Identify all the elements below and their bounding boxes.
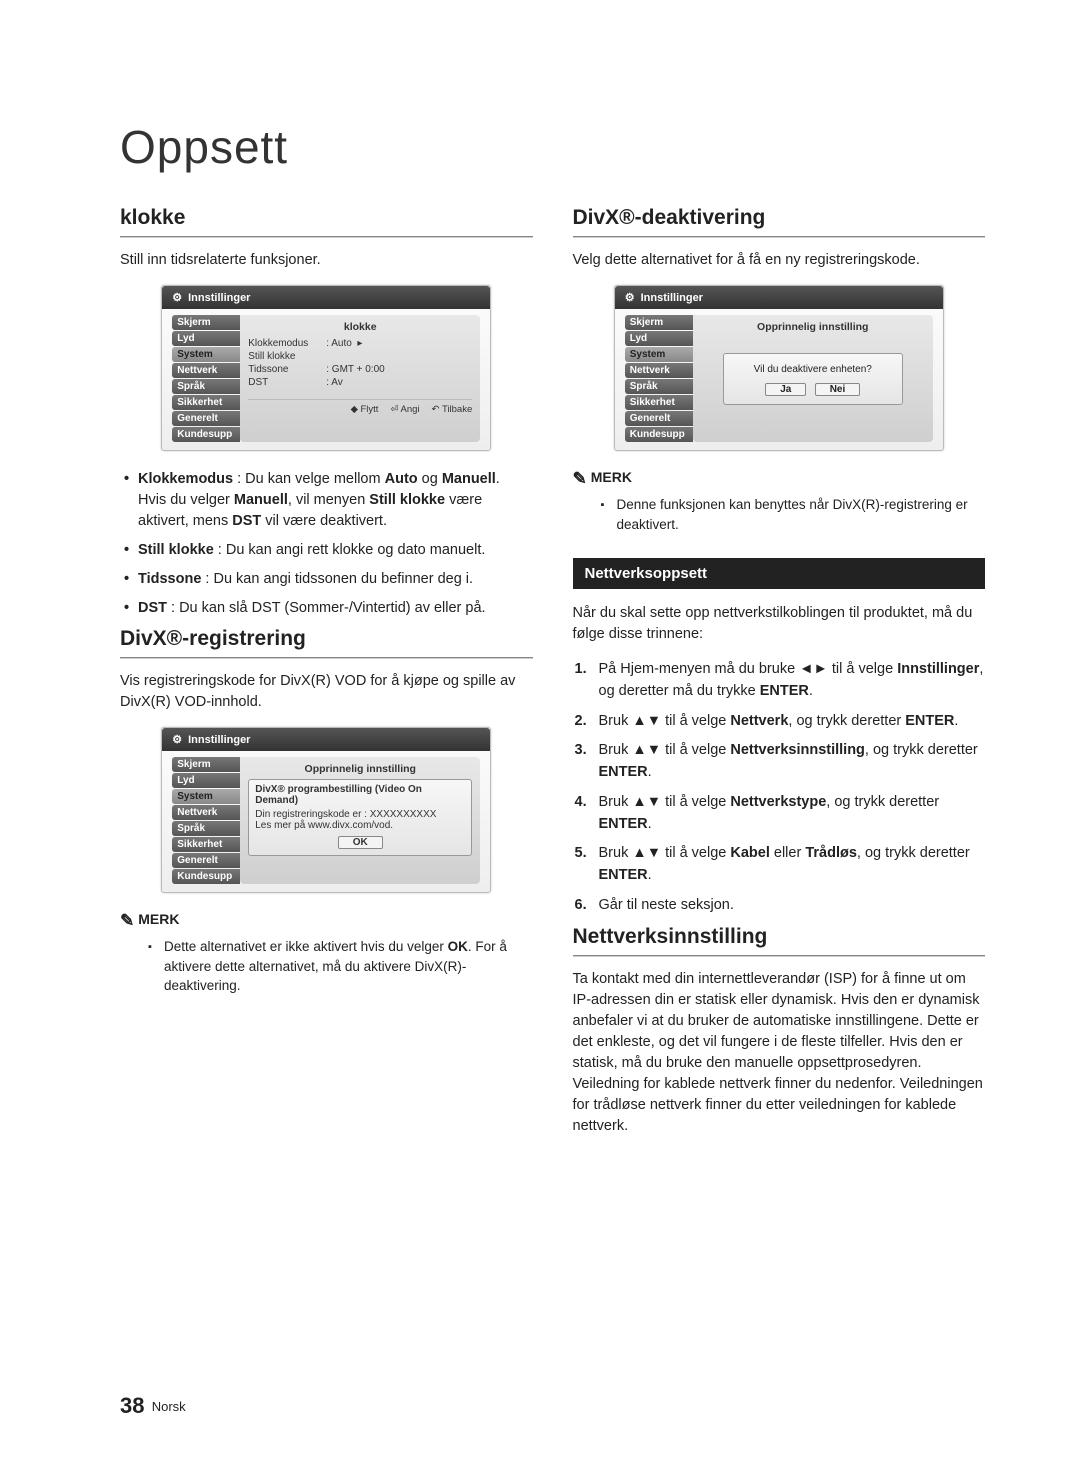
settings-row[interactable]: DST: Av xyxy=(248,376,472,389)
ui-title: Innstillinger xyxy=(188,734,250,746)
sidebar-tab-kundesupport[interactable]: Kundesupp xyxy=(172,427,240,442)
list-item: Bruk ▲▼ til å velge Nettverkstype, og tr… xyxy=(573,792,986,836)
page-footer: 38 Norsk xyxy=(120,1393,186,1419)
sidebar-tab-nettverk[interactable]: Nettverk xyxy=(172,805,240,820)
list-item: DST : Du kan slå DST (Sommer-/Vintertid)… xyxy=(120,598,533,619)
settings-row[interactable]: Still klokke xyxy=(248,350,472,363)
list-item: Bruk ▲▼ til å velge Kabel eller Trådløs,… xyxy=(573,843,986,887)
sidebar-tab-generelt[interactable]: Generelt xyxy=(172,411,240,426)
note-heading: ✎MERK xyxy=(120,911,533,931)
sidebar-tab-sikkerhet[interactable]: Sikkerhet xyxy=(172,395,240,410)
sidebar-tab-språk[interactable]: Språk xyxy=(172,821,240,836)
divxdeakt-intro: Velg dette alternativet for å få en ny r… xyxy=(573,250,986,271)
sidebar-tab-språk[interactable]: Språk xyxy=(172,379,240,394)
panel-title: klokke xyxy=(248,321,472,333)
settings-ui-divxreg: ⚙ Innstillinger SkjermLydSystemNettverkSp… xyxy=(161,727,491,893)
list-item: Går til neste seksjon. xyxy=(573,895,986,917)
sidebar-tab-skjerm[interactable]: Skjerm xyxy=(172,757,240,772)
divx-popup: DivX® programbestilling (Video On Demand… xyxy=(248,779,472,856)
sidebar-tab-generelt[interactable]: Generelt xyxy=(625,411,693,426)
gear-icon: ⚙ xyxy=(172,734,182,746)
sidebar-tab-sikkerhet[interactable]: Sikkerhet xyxy=(625,395,693,410)
sidebar-tab-sikkerhet[interactable]: Sikkerhet xyxy=(172,837,240,852)
sidebar-tab-lyd[interactable]: Lyd xyxy=(172,331,240,346)
sidebar: SkjermLydSystemNettverkSpråkSikkerhetGen… xyxy=(625,315,693,442)
note-icon: ✎ xyxy=(120,911,134,930)
popup-title: DivX® programbestilling (Video On Demand… xyxy=(255,784,465,806)
page-number: 38 xyxy=(120,1393,144,1418)
ok-button[interactable]: OK xyxy=(338,836,383,849)
hint: ⏎ Angi xyxy=(390,404,419,415)
no-button[interactable]: Nei xyxy=(815,383,861,396)
sidebar-tab-generelt[interactable]: Generelt xyxy=(172,853,240,868)
yes-button[interactable]: Ja xyxy=(765,383,806,396)
steps-list: På Hjem-menyen må du bruke ◄► til å velg… xyxy=(573,659,986,917)
sidebar-tab-kundesupport[interactable]: Kundesupp xyxy=(172,869,240,884)
sidebar: SkjermLydSystemNettverkSpråkSikkerhetGen… xyxy=(172,315,240,442)
panel-title: Opprinnelig innstilling xyxy=(248,763,472,775)
ui-title: Innstillinger xyxy=(641,292,703,304)
sidebar-tab-nettverk[interactable]: Nettverk xyxy=(172,363,240,378)
sidebar-tab-språk[interactable]: Språk xyxy=(625,379,693,394)
sidebar-tab-kundesupport[interactable]: Kundesupp xyxy=(625,427,693,442)
settings-ui-klokke: ⚙ Innstillinger SkjermLydSystemNettverkSp… xyxy=(161,285,491,451)
dialog-question: Vil du deaktivere enheten? xyxy=(732,364,894,375)
list-item: Tidssone : Du kan angi tidssonen du befi… xyxy=(120,569,533,590)
hint: ↶ Tilbake xyxy=(432,404,473,415)
settings-row[interactable]: Tidssone: GMT + 0:00 xyxy=(248,363,472,376)
sidebar-tab-lyd[interactable]: Lyd xyxy=(172,773,240,788)
note-heading: ✎MERK xyxy=(573,469,986,489)
list-item: Bruk ▲▼ til å velge Nettverksinnstilling… xyxy=(573,740,986,784)
sidebar-tab-system[interactable]: System xyxy=(172,789,240,804)
panel-title: Opprinnelig innstilling xyxy=(701,321,925,333)
popup-line: Les mer på www.divx.com/vod. xyxy=(255,820,465,831)
list-item: Still klokke : Du kan angi rett klokke o… xyxy=(120,540,533,561)
sidebar-tab-system[interactable]: System xyxy=(625,347,693,362)
gear-icon: ⚙ xyxy=(625,292,635,304)
note-list: Dette alternativet er ikke aktivert hvis… xyxy=(120,937,533,996)
list-item: Bruk ▲▼ til å velge Nettverk, og trykk d… xyxy=(573,711,986,733)
ui-title: Innstillinger xyxy=(188,292,250,304)
right-column: DivX®-deaktivering Velg dette alternativ… xyxy=(573,202,986,1151)
list-item: Klokkemodus : Du kan velge mellom Auto o… xyxy=(120,469,533,532)
nett-intro: Når du skal sette opp nettverkstilkoblin… xyxy=(573,603,986,645)
sidebar-tab-nettverk[interactable]: Nettverk xyxy=(625,363,693,378)
note-icon: ✎ xyxy=(573,469,587,488)
settings-ui-divxdeakt: ⚙ Innstillinger SkjermLydSystemNettverkSp… xyxy=(614,285,944,451)
list-item: På Hjem-menyen må du bruke ◄► til å velg… xyxy=(573,659,986,703)
page-language: Norsk xyxy=(152,1399,186,1414)
hint: ◆ Flytt xyxy=(351,404,379,415)
klokke-bullets: Klokkemodus : Du kan velge mellom Auto o… xyxy=(120,469,533,619)
divxreg-heading: DivX®-registrering xyxy=(120,627,533,651)
sidebar-tab-lyd[interactable]: Lyd xyxy=(625,331,693,346)
settings-row[interactable]: Klokkemodus: Auto ▸ xyxy=(248,337,472,350)
section-band: Nettverksoppsett xyxy=(573,558,986,589)
sidebar-tab-skjerm[interactable]: Skjerm xyxy=(172,315,240,330)
nettinst-heading: Nettverksinnstilling xyxy=(573,925,986,949)
sidebar-tab-skjerm[interactable]: Skjerm xyxy=(625,315,693,330)
sidebar-tab-system[interactable]: System xyxy=(172,347,240,362)
list-item: Denne funksjonen kan benyttes når DivX(R… xyxy=(601,495,986,534)
popup-line: Din registreringskode er : XXXXXXXXXX xyxy=(255,809,465,820)
divxdeakt-heading: DivX®-deaktivering xyxy=(573,206,986,230)
confirm-dialog: Vil du deaktivere enheten? Ja Nei xyxy=(723,353,903,405)
klokke-intro: Still inn tidsrelaterte funksjoner. xyxy=(120,250,533,271)
note-list: Denne funksjonen kan benyttes når DivX(R… xyxy=(573,495,986,534)
page-title: Oppsett xyxy=(120,120,985,174)
nettinst-para: Ta kontakt med din internettleverandør (… xyxy=(573,969,986,1137)
sidebar: SkjermLydSystemNettverkSpråkSikkerhetGen… xyxy=(172,757,240,884)
klokke-heading: klokke xyxy=(120,206,533,230)
gear-icon: ⚙ xyxy=(172,292,182,304)
left-column: klokke Still inn tidsrelaterte funksjone… xyxy=(120,202,533,1151)
list-item: Dette alternativet er ikke aktivert hvis… xyxy=(148,937,533,996)
divxreg-intro: Vis registreringskode for DivX(R) VOD fo… xyxy=(120,671,533,713)
